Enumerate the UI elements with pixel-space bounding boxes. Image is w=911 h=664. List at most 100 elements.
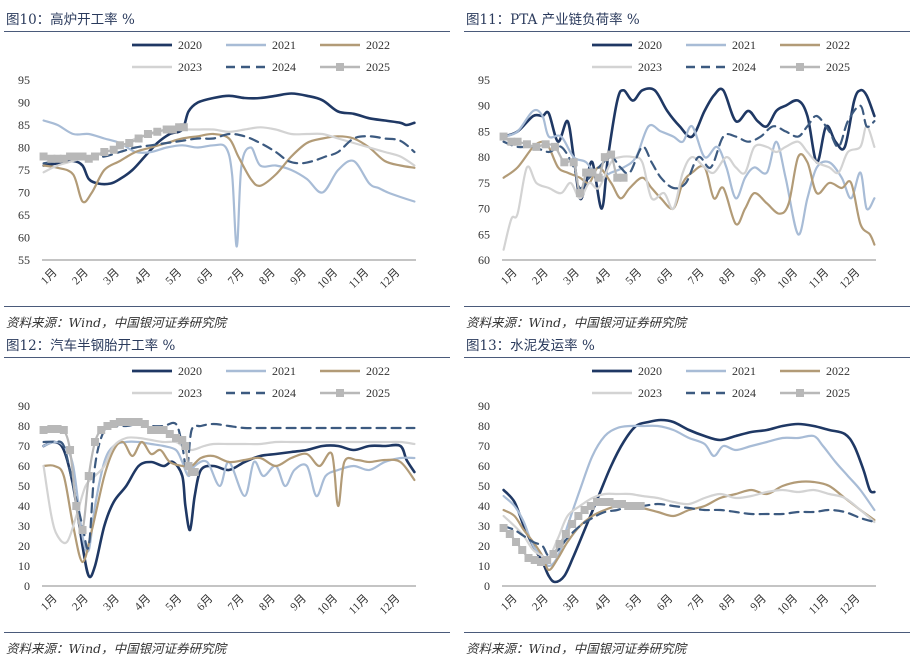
y-tick-label: 70 <box>18 186 30 200</box>
x-tick-label: 7月 <box>686 593 707 614</box>
chart-source: 资料来源：Wind，中国银河证券研究院 <box>466 315 687 330</box>
y-tick-label: 40 <box>478 499 490 513</box>
source-divider <box>464 306 910 307</box>
series-line-2024 <box>42 421 416 550</box>
series-marker-2025 <box>172 434 181 442</box>
series-marker-2025 <box>143 130 152 138</box>
series-line-2021 <box>502 108 876 236</box>
series-marker-2025 <box>588 168 597 177</box>
legend-entry-2020: 2020 <box>592 38 662 52</box>
series-marker-2025 <box>522 140 531 149</box>
legend-marker <box>796 389 804 397</box>
series-marker-2025 <box>109 145 118 154</box>
x-tick-label: 3月 <box>101 267 122 288</box>
x-tick-label: 4月 <box>593 593 614 614</box>
series-marker-2025 <box>115 418 124 426</box>
series-marker-2025 <box>636 502 645 510</box>
series-marker-2025 <box>605 498 614 506</box>
series-line-2022 <box>42 440 416 564</box>
x-tick-label: 2月 <box>70 267 91 288</box>
x-tick-label: 3月 <box>561 267 582 288</box>
series-marker-2025 <box>555 540 564 548</box>
x-tick-label: 6月 <box>195 267 216 288</box>
y-tick-label: 70 <box>478 439 490 453</box>
series-marker-2025 <box>97 426 106 434</box>
series-marker-2025 <box>543 556 552 564</box>
x-tick-label: 11月 <box>807 593 831 617</box>
legend-entry-2022: 2022 <box>320 364 390 378</box>
series-marker-2025 <box>84 154 93 163</box>
x-tick-label: 1月 <box>39 593 60 614</box>
x-tick-label: 8月 <box>717 593 738 614</box>
x-tick-label: 9月 <box>288 593 309 614</box>
series-marker-2025 <box>72 152 81 161</box>
chart-panel-blast-furnace: 图10：高炉开工率 % 55 60 65 70 75 80 85 90 95 1月 2月 3月 4月 5月… <box>4 6 450 336</box>
y-tick-label: 65 <box>18 208 30 222</box>
series-marker-2025 <box>499 132 508 141</box>
series-marker-2025 <box>47 425 56 433</box>
legend-label: 2023 <box>178 60 202 74</box>
legend-entry-2024: 2024 <box>226 60 296 74</box>
legend-label: 2025 <box>366 386 390 400</box>
x-tick-label: 6月 <box>195 593 216 614</box>
legend-label: 2022 <box>826 38 850 52</box>
y-tick-label: 50 <box>18 479 30 493</box>
series-marker-2025 <box>600 153 609 162</box>
x-tick-label: 5月 <box>624 593 645 614</box>
series-marker-2025 <box>140 420 149 428</box>
chart-panel-tire-operating: 图12：汽车半钢胎开工率 % 0 10 20 30 40 50 60 70 80 90 1月 2月 3月… <box>4 332 450 662</box>
legend-label: 2020 <box>178 364 202 378</box>
x-tick-label: 5月 <box>164 267 185 288</box>
legend-marker <box>336 389 344 397</box>
series-line-2020 <box>502 87 876 210</box>
series-marker-2025 <box>507 137 516 146</box>
series-marker-2025 <box>593 498 602 506</box>
series-marker-2025 <box>568 520 577 528</box>
x-tick-label: 11月 <box>347 593 371 617</box>
legend-entry-2024: 2024 <box>226 386 296 400</box>
y-tick-label: 70 <box>478 202 490 216</box>
series-marker-2025 <box>90 152 99 161</box>
series-marker-2025 <box>103 422 112 430</box>
chart-source: 资料来源：Wind，中国银河证券研究院 <box>466 641 687 656</box>
series-marker-2025 <box>159 426 168 434</box>
y-tick-label: 55 <box>18 253 30 267</box>
legend-label: 2025 <box>366 60 390 74</box>
legend-label: 2022 <box>366 364 390 378</box>
y-tick-label: 0 <box>484 579 490 593</box>
y-tick-label: 50 <box>478 479 490 493</box>
x-tick-label: 7月 <box>226 593 247 614</box>
series-marker-2025 <box>109 420 118 428</box>
legend-label: 2023 <box>638 386 662 400</box>
series-marker-2025 <box>561 530 570 538</box>
series-marker-2025 <box>569 158 578 167</box>
series-line-2024 <box>502 502 876 558</box>
y-tick-label: 75 <box>478 176 490 190</box>
legend-label: 2023 <box>178 386 202 400</box>
x-tick-label: 11月 <box>347 267 371 291</box>
y-tick-label: 75 <box>18 163 30 177</box>
x-tick-label: 11月 <box>807 267 831 291</box>
series-marker-2025 <box>541 140 550 149</box>
series-line-2021 <box>502 424 876 568</box>
legend-entry-2022: 2022 <box>780 364 850 378</box>
series-marker-2025 <box>586 502 595 510</box>
series-marker-2025 <box>78 152 87 161</box>
y-tick-label: 60 <box>478 253 490 267</box>
series-marker-2025 <box>39 152 48 161</box>
legend-entry-2025: 2025 <box>320 386 390 400</box>
x-tick-label: 8月 <box>257 267 278 288</box>
series-line-2022 <box>42 132 416 204</box>
y-tick-label: 20 <box>18 539 30 553</box>
legend-entry-2023: 2023 <box>592 60 662 74</box>
series-marker-2025 <box>179 123 188 132</box>
legend-entry-2022: 2022 <box>320 38 390 52</box>
legend-label: 2022 <box>826 364 850 378</box>
series-marker-2025 <box>594 173 603 182</box>
x-tick-label: 1月 <box>39 267 60 288</box>
series-marker-2025 <box>550 142 559 151</box>
legend-label: 2023 <box>638 60 662 74</box>
legend-entry-2025: 2025 <box>320 60 390 74</box>
legend-label: 2021 <box>272 38 296 52</box>
x-tick-label: 7月 <box>686 267 707 288</box>
